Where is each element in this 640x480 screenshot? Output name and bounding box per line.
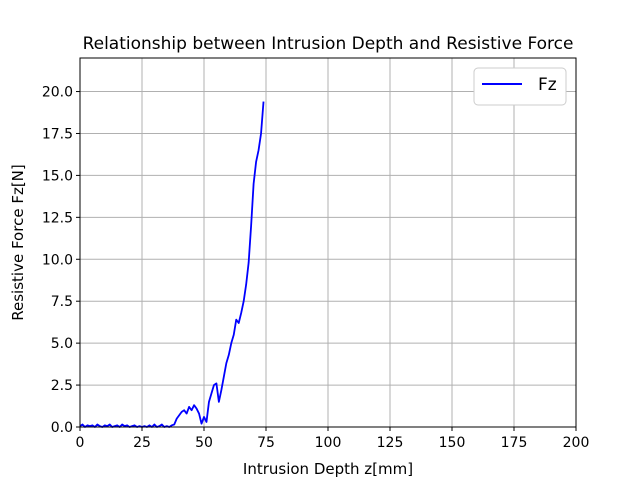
x-axis-label: Intrusion Depth z[mm] [243,460,413,478]
x-tick-label: 50 [195,435,213,451]
x-tick-label: 200 [563,435,590,451]
series-line-fz [79,101,265,428]
y-tick-label: 5.0 [51,336,73,352]
x-tick-label: 25 [133,435,151,451]
legend: Fz [473,67,567,106]
y-tick-label: 15.0 [42,168,73,184]
y-tick-label: 17.5 [42,126,73,142]
y-tick-label: 12.5 [42,210,73,226]
legend-box [473,67,567,106]
x-tick-label: 75 [257,435,275,451]
x-tick-label: 125 [377,435,404,451]
x-tick-label: 100 [315,435,342,451]
y-tick-label: 20.0 [42,85,73,101]
y-tick-label: 2.5 [51,378,73,394]
x-tick-label: 175 [501,435,528,451]
legend-label-fz: Fz [538,75,557,95]
y-tick-label: 10.0 [42,252,73,268]
x-tick-label: 0 [76,435,85,451]
series-layer [79,101,265,428]
y-tick-label: 0.0 [51,420,73,436]
y-tick-label: 7.5 [51,294,73,310]
x-tick-label: 150 [439,435,466,451]
ticks: 0 25 50 75 100 125 150 175 200 0.0 2.5 5.0 7.5 10.0 12… [42,85,590,451]
chart-title: Relationship between Intrusion Depth and… [83,34,574,54]
y-axis-label: Resistive Force Fz[N] [9,164,27,320]
